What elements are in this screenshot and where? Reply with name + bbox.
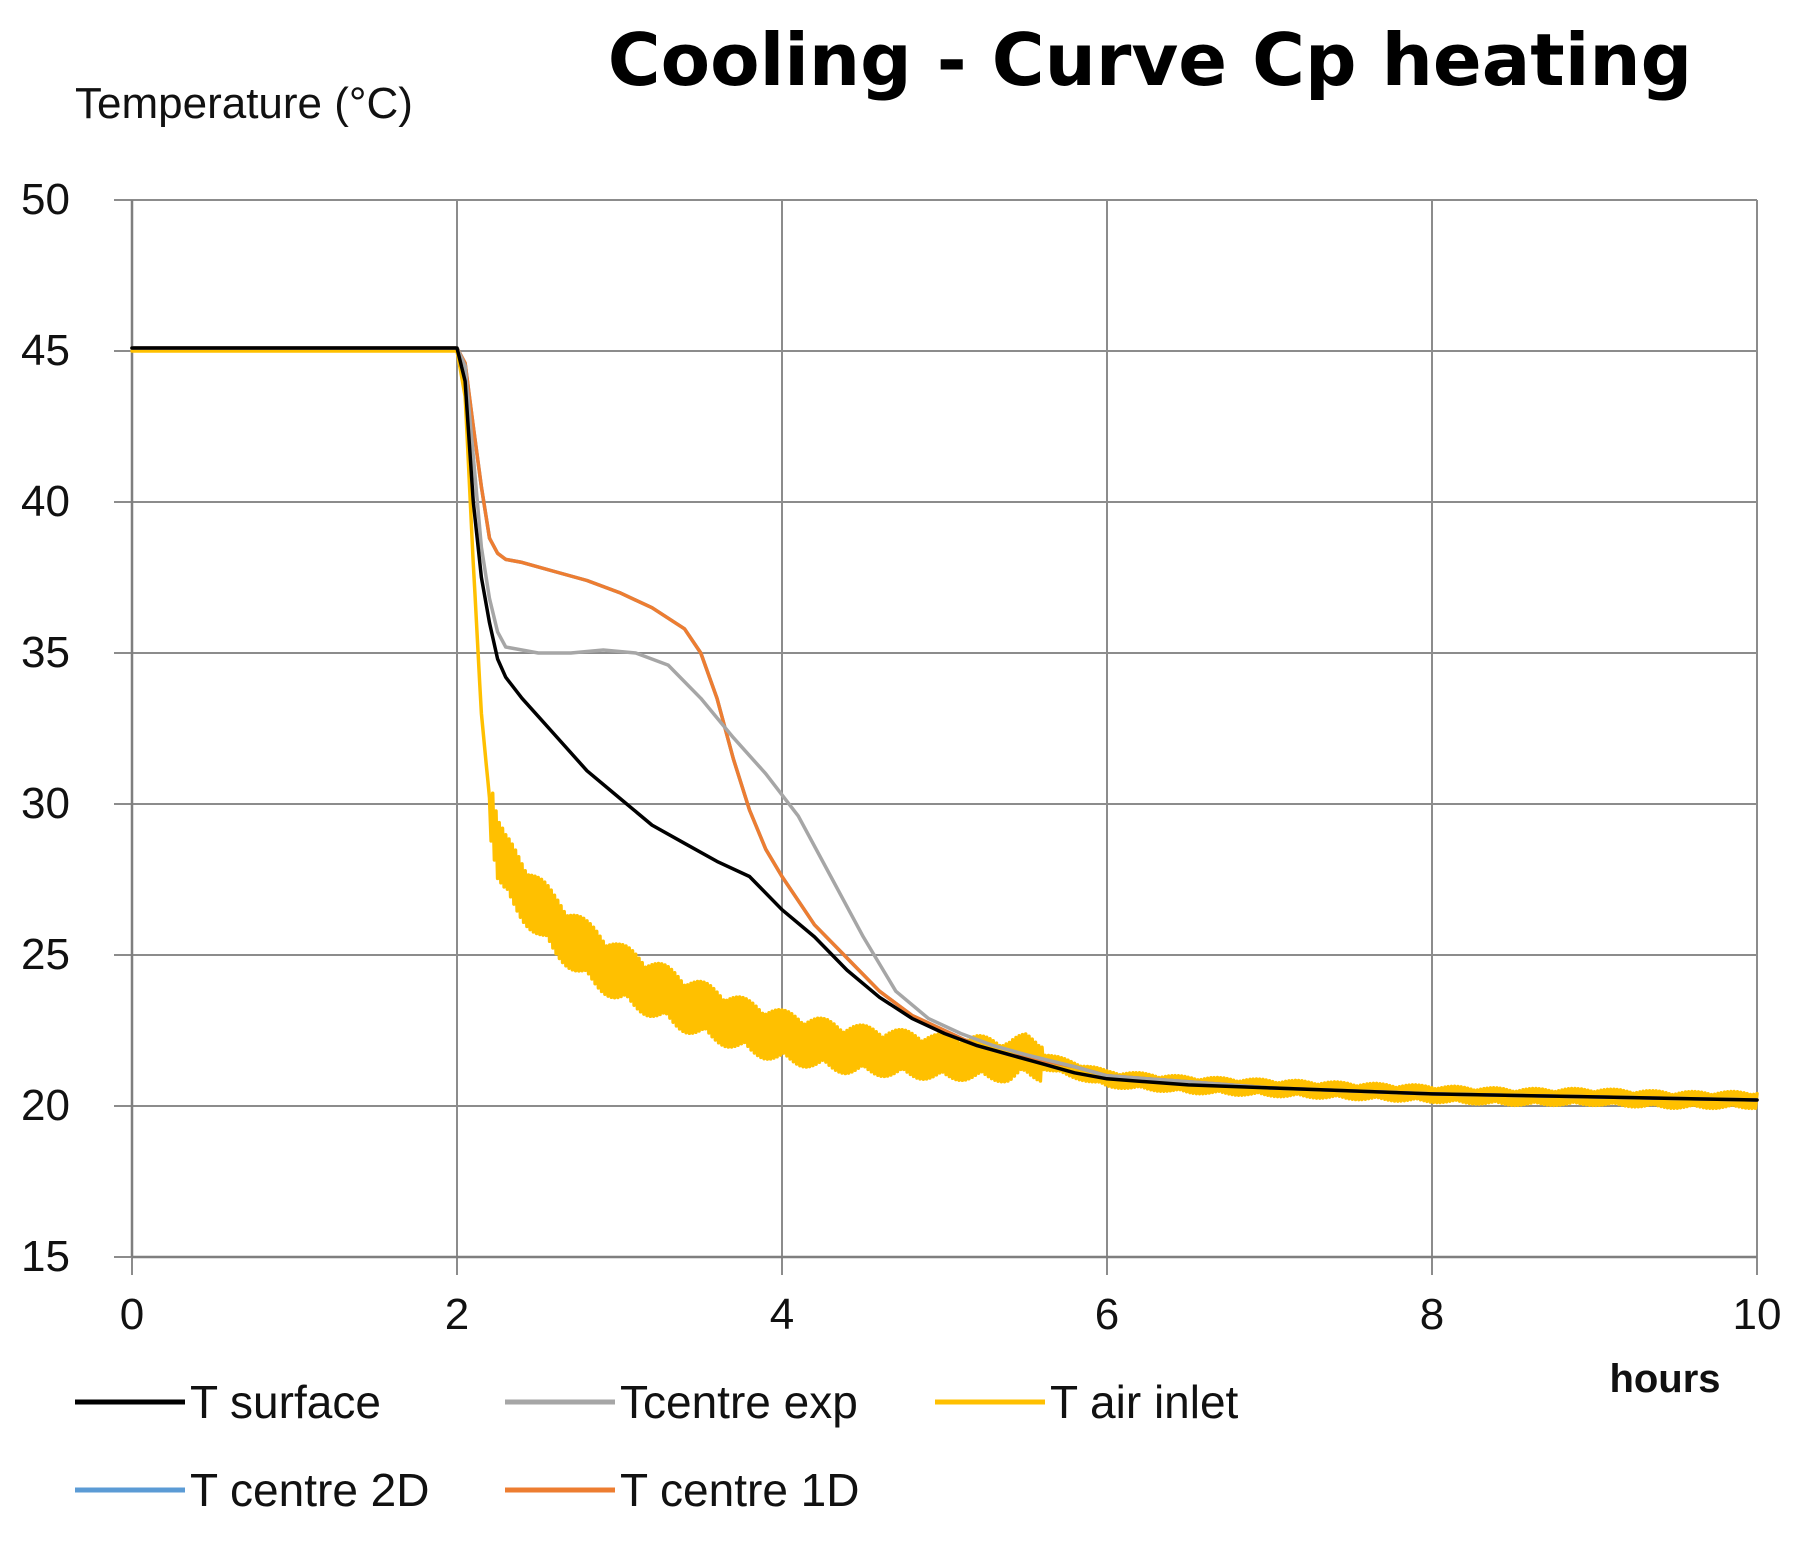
x-tick-label: 10 — [1733, 1290, 1782, 1339]
plot-area — [130, 346, 1759, 1111]
legend: T surface Tcentre exp T air inlet T centre … — [75, 1376, 1239, 1516]
series-line-t-surface — [130, 346, 1759, 1102]
y-tick-label: 30 — [21, 779, 70, 828]
y-tick-label: 40 — [21, 477, 70, 526]
series-line-tcentre-exp — [130, 346, 1759, 1102]
y-tick-label: 25 — [21, 930, 70, 979]
y-tick-label: 45 — [21, 326, 70, 375]
legend-label-tcentre-exp: Tcentre exp — [620, 1376, 858, 1428]
legend-label-t-surface: T surface — [190, 1376, 381, 1428]
y-tick-label: 50 — [21, 175, 70, 224]
axes — [114, 199, 1758, 1275]
y-tick-label: 35 — [21, 628, 70, 677]
legend-label-t-centre-2d: T centre 2D — [190, 1464, 429, 1516]
x-tick-label: 0 — [120, 1290, 144, 1339]
y-axis-label: Temperature (°C) — [75, 79, 413, 128]
legend-label-t-centre-1d: T centre 1D — [620, 1464, 859, 1516]
legend-label-t-air-inlet: T air inlet — [1050, 1376, 1239, 1428]
chart-title: Cooling - Curve Cp heating — [608, 18, 1692, 102]
x-tick-label: 8 — [1420, 1290, 1444, 1339]
y-tick-label: 15 — [21, 1232, 70, 1281]
x-axis-label: hours — [1609, 1357, 1720, 1401]
y-tick-label: 20 — [21, 1081, 70, 1130]
x-tick-label: 6 — [1095, 1290, 1119, 1339]
x-tick-label: 2 — [445, 1290, 469, 1339]
x-tick-label: 4 — [770, 1290, 794, 1339]
tick-labels: 15 20 25 30 35 40 45 50 0 2 4 6 8 10 — [21, 175, 1781, 1339]
